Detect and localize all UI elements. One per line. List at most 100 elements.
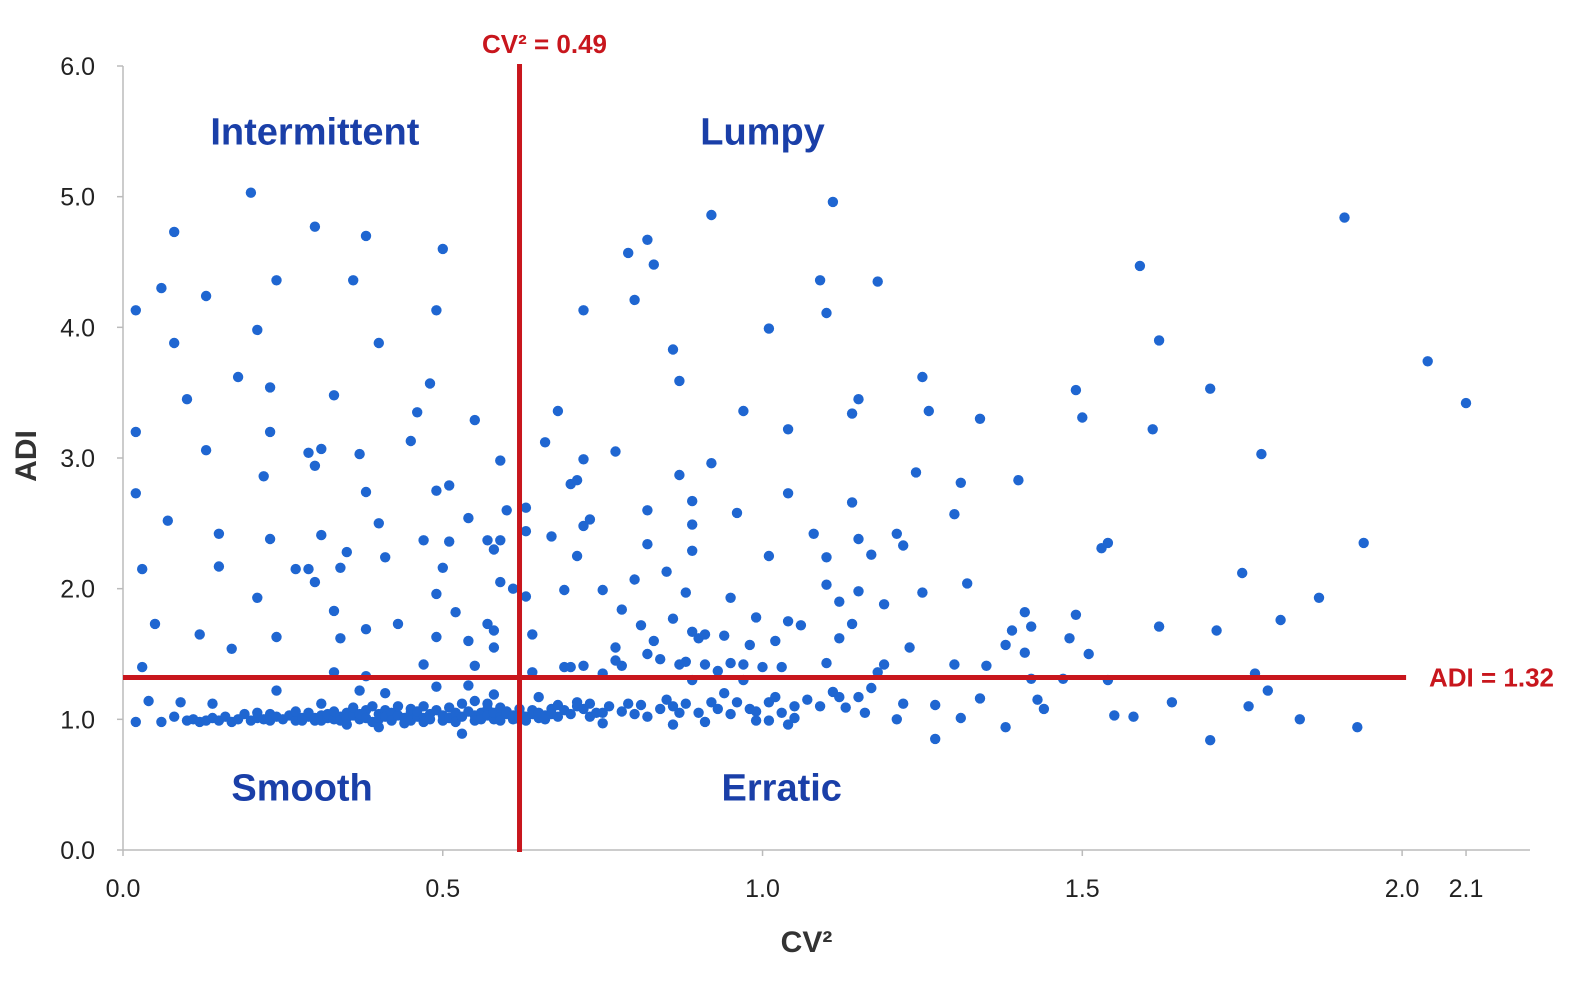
data-point xyxy=(1422,356,1433,367)
data-point xyxy=(175,697,186,708)
data-point xyxy=(482,618,493,630)
data-point xyxy=(763,550,775,562)
data-point xyxy=(488,689,500,700)
data-point xyxy=(680,698,691,709)
data-point xyxy=(354,448,365,460)
data-point xyxy=(463,635,474,647)
quadrant-label-smooth: Smooth xyxy=(231,767,372,809)
data-point xyxy=(1070,384,1082,396)
data-point xyxy=(1019,607,1030,618)
y-tick-label: 3.0 xyxy=(60,445,95,473)
data-point xyxy=(328,605,340,617)
data-point xyxy=(782,616,794,627)
data-point xyxy=(469,660,480,671)
data-point xyxy=(373,722,384,733)
data-point xyxy=(380,552,391,563)
data-point xyxy=(782,424,794,435)
data-point xyxy=(578,454,589,465)
data-point xyxy=(610,642,621,653)
data-point xyxy=(725,708,736,720)
data-point xyxy=(834,691,845,703)
data-point xyxy=(872,667,883,678)
quadrant-label-intermittent: Intermittent xyxy=(210,111,419,153)
x-tick-label: 0.5 xyxy=(425,875,460,903)
data-point xyxy=(495,576,506,588)
data-point xyxy=(328,667,340,678)
data-point xyxy=(859,707,871,718)
data-point xyxy=(1358,537,1369,549)
data-point xyxy=(974,413,986,424)
data-point xyxy=(731,697,743,708)
x-tick-label: 1.0 xyxy=(745,875,780,903)
data-point xyxy=(846,618,858,630)
data-point xyxy=(450,607,461,618)
y-tick-label: 4.0 xyxy=(60,314,95,342)
data-point xyxy=(348,702,359,713)
data-point xyxy=(776,707,787,718)
data-point xyxy=(949,659,960,670)
data-point xyxy=(757,661,768,673)
data-point xyxy=(444,480,455,491)
data-point xyxy=(539,437,551,448)
data-point xyxy=(706,209,717,221)
data-point xyxy=(642,648,653,660)
data-point xyxy=(213,561,225,572)
data-point xyxy=(552,711,564,722)
data-point xyxy=(597,718,608,729)
data-point xyxy=(181,394,193,405)
data-point xyxy=(463,680,474,691)
data-point xyxy=(744,639,755,651)
data-point xyxy=(392,701,404,712)
data-point xyxy=(271,631,282,643)
data-point xyxy=(309,460,321,471)
data-point xyxy=(1134,260,1146,272)
data-point xyxy=(501,505,512,516)
x-tick-label: 1.5 xyxy=(1065,875,1100,903)
data-point xyxy=(316,529,327,541)
data-point xyxy=(981,660,992,671)
data-point xyxy=(252,592,263,603)
data-point xyxy=(1000,722,1011,733)
data-point xyxy=(1262,685,1274,696)
data-point xyxy=(642,234,653,245)
data-point xyxy=(1013,475,1024,486)
data-point xyxy=(360,486,372,498)
data-point xyxy=(834,596,845,607)
data-point xyxy=(1070,609,1082,620)
data-point xyxy=(814,701,826,712)
data-point xyxy=(194,629,205,640)
data-point xyxy=(846,497,858,508)
data-point xyxy=(821,552,832,563)
quadrant-label-lumpy: Lumpy xyxy=(700,111,825,153)
data-point xyxy=(725,592,736,603)
data-point xyxy=(629,708,640,720)
data-point xyxy=(655,654,666,665)
data-point xyxy=(348,275,359,286)
data-point xyxy=(616,706,627,717)
data-point xyxy=(763,323,775,334)
data-point xyxy=(143,695,154,707)
data-point xyxy=(750,715,762,726)
data-point xyxy=(821,657,832,669)
data-point xyxy=(290,563,301,575)
data-point xyxy=(552,405,564,417)
data-point xyxy=(827,196,839,208)
data-point xyxy=(520,526,532,537)
data-point xyxy=(488,625,500,636)
data-point xyxy=(527,629,538,640)
data-point xyxy=(770,635,781,647)
data-point xyxy=(546,531,557,542)
data-point xyxy=(520,591,532,602)
data-point xyxy=(258,471,269,482)
data-point xyxy=(130,426,141,438)
data-point xyxy=(373,518,384,529)
data-point xyxy=(482,698,493,709)
adi-threshold-label: ADI = 1.32 xyxy=(1429,663,1554,693)
data-point xyxy=(891,714,902,725)
data-point xyxy=(162,515,173,526)
data-point xyxy=(156,282,167,294)
data-point xyxy=(635,699,647,711)
y-axis-title: ADI xyxy=(10,430,43,482)
data-point xyxy=(706,458,717,469)
data-point xyxy=(527,667,538,678)
